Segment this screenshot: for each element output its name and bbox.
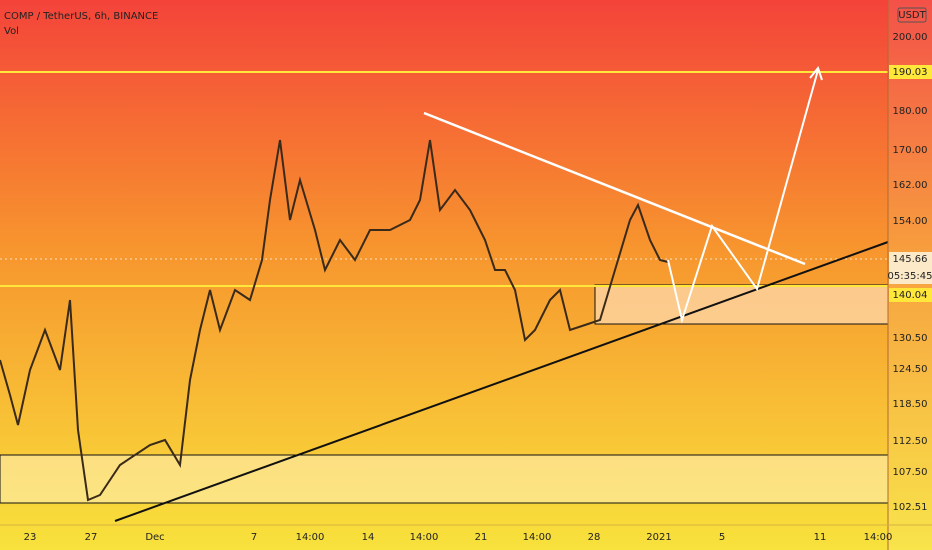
currency[interactable]: USDT bbox=[898, 10, 926, 21]
time-label: 27 bbox=[85, 532, 98, 543]
time-label: 14:00 bbox=[523, 532, 552, 543]
projection-arrow bbox=[667, 69, 819, 324]
indicator: Vol bbox=[4, 26, 19, 37]
level-tag bbox=[889, 288, 932, 302]
arrow-head bbox=[809, 65, 823, 81]
time-label: 11 bbox=[814, 532, 827, 543]
trend-line bbox=[423, 111, 806, 266]
price-tag bbox=[889, 252, 932, 284]
trend-line bbox=[114, 241, 889, 522]
price-label: 102.51 bbox=[893, 502, 928, 513]
level-label: 190.03 bbox=[893, 67, 928, 78]
time-label: 28 bbox=[588, 532, 601, 543]
price-label: 180.00 bbox=[893, 106, 928, 117]
time-label: 2021 bbox=[646, 532, 671, 543]
price-label: 124.50 bbox=[893, 364, 928, 375]
price-labels: 200.00 180.00 170.00 162.00 154.00 130.50 124.… bbox=[893, 32, 928, 513]
time-label: 21 bbox=[475, 532, 488, 543]
time-label: Dec bbox=[145, 532, 164, 543]
price-label: 107.50 bbox=[893, 467, 928, 478]
price-label: 162.00 bbox=[893, 180, 928, 191]
price-label: 130.50 bbox=[893, 333, 928, 344]
price-label: 118.50 bbox=[893, 399, 928, 410]
price-label: 154.00 bbox=[893, 216, 928, 227]
level-label: 140.04 bbox=[893, 290, 928, 301]
time-label: 5 bbox=[719, 532, 725, 543]
countdown: 05:35:45 bbox=[888, 271, 932, 282]
range-box bbox=[0, 454, 889, 504]
current-price: 145.66 bbox=[893, 254, 928, 265]
level-tag bbox=[889, 65, 932, 79]
time-label: 7 bbox=[251, 532, 257, 543]
time-label: 14:00 bbox=[410, 532, 439, 543]
time-label: 14 bbox=[362, 532, 375, 543]
price-label: 170.00 bbox=[893, 145, 928, 156]
time-label: 23 bbox=[24, 532, 37, 543]
time-label: 14:00 bbox=[864, 532, 893, 543]
time-label: 14:00 bbox=[296, 532, 325, 543]
price-label: 200.00 bbox=[893, 32, 928, 43]
time-labels: 23 27 Dec 7 14:00 14 14:00 21 14:00 28 2021 5 11 14:0… bbox=[24, 532, 893, 543]
price-path bbox=[0, 139, 669, 502]
price-label: 112.50 bbox=[893, 436, 928, 447]
symbol: COMP / TetherUS, 6h, BINANCE bbox=[4, 11, 158, 22]
currency-box[interactable] bbox=[897, 7, 927, 23]
zone-box bbox=[594, 284, 889, 325]
